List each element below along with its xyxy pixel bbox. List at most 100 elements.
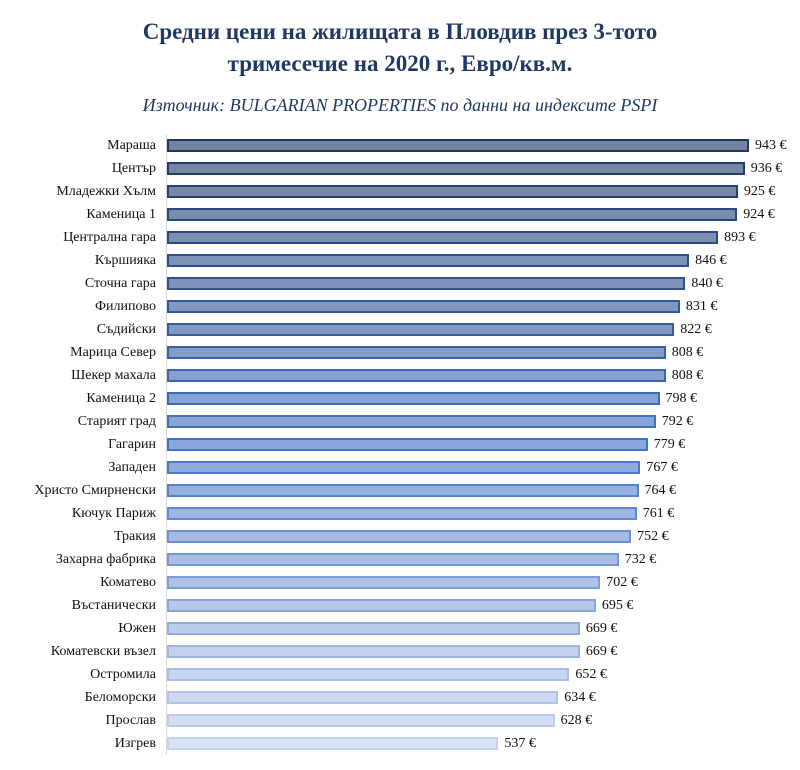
price-bar <box>167 714 555 728</box>
price-bar <box>167 599 596 613</box>
chart-row: Сточна гара 840 € <box>0 272 800 296</box>
value-label: 652 € <box>575 666 607 682</box>
bar-track: 846 € <box>166 249 800 273</box>
value-label: 702 € <box>606 574 638 590</box>
bar-track: 732 € <box>166 548 800 572</box>
title-line-2: тримесечие на 2020 г., Евро/кв.м. <box>227 50 573 76</box>
bar-track: 808 € <box>166 364 800 388</box>
value-label: 695 € <box>601 597 634 613</box>
category-label: Марица Север <box>70 344 156 360</box>
chart-row: Беломорски 634 € <box>0 686 800 710</box>
value-label: 669 € <box>585 620 618 636</box>
bar-track: 831 € <box>166 295 800 319</box>
bar-track: 752 € <box>166 525 800 549</box>
bar-track: 652 € <box>166 663 800 687</box>
category-label: Коматевски възел <box>50 643 156 659</box>
value-label: 808 € <box>671 344 704 360</box>
value-label: 943 € <box>755 137 787 153</box>
price-bar <box>167 461 641 475</box>
bar-track: 936 € <box>166 157 800 181</box>
bar-track: 628 € <box>166 709 800 733</box>
price-bar <box>167 530 632 544</box>
chart-row: Каменица 2 798 € <box>0 387 800 411</box>
bar-track: 669 € <box>166 640 800 664</box>
category-label: Мараша <box>107 137 156 153</box>
price-bar <box>167 254 690 268</box>
price-bar <box>167 231 719 245</box>
price-bar <box>167 737 499 751</box>
category-label: Гагарин <box>108 436 156 452</box>
value-label: 831 € <box>685 298 718 314</box>
category-label: Южен <box>118 620 156 636</box>
chart-row: Христо Смирненски 764 € <box>0 479 800 503</box>
category-label: Каменица 2 <box>86 390 156 406</box>
chart-row: Южен 669 € <box>0 617 800 641</box>
chart-row: Коматево 702 € <box>0 571 800 595</box>
chart-row: Централна гара 893 € <box>0 226 800 250</box>
chart-row: Прослав 628 € <box>0 709 800 733</box>
chart-row: Кючук Париж 761 € <box>0 502 800 526</box>
bar-track: 779 € <box>166 433 800 457</box>
chart-row: Западен 767 € <box>0 456 800 480</box>
price-bar <box>167 576 601 590</box>
bar-track: 808 € <box>166 341 800 365</box>
value-label: 764 € <box>644 482 677 498</box>
chart-row: Въстанически 695 € <box>0 594 800 618</box>
price-bar <box>167 645 580 659</box>
category-label: Захарна фабрика <box>55 551 156 567</box>
category-label: Център <box>111 160 156 176</box>
chart-row: Мараша 943 € <box>0 134 800 158</box>
price-bar <box>167 139 749 153</box>
bar-track: 893 € <box>166 226 800 250</box>
price-bar <box>167 277 686 291</box>
bar-track: 925 € <box>166 180 800 204</box>
bar-track: 924 € <box>166 203 800 227</box>
value-label: 752 € <box>637 528 669 544</box>
price-bar <box>167 415 656 429</box>
value-label: 924 € <box>743 206 775 222</box>
category-label: Изгрев <box>114 735 156 751</box>
value-label: 846 € <box>695 252 727 268</box>
value-label: 925 € <box>743 183 776 199</box>
chart-row: Кършияка 846 € <box>0 249 800 273</box>
price-bar <box>167 162 745 176</box>
bar-track: 764 € <box>166 479 800 503</box>
value-label: 732 € <box>624 551 657 567</box>
value-label: 669 € <box>585 643 618 659</box>
category-label: Съдийски <box>96 321 156 337</box>
category-label: Кършияка <box>94 252 156 268</box>
price-bar <box>167 185 738 199</box>
category-label: Старият град <box>77 413 156 429</box>
value-label: 628 € <box>560 712 593 728</box>
chart-row: Старият град 792 € <box>0 410 800 434</box>
bar-track: 669 € <box>166 617 800 641</box>
price-bar <box>167 691 559 705</box>
price-bar <box>167 323 675 337</box>
bar-track: 634 € <box>166 686 800 710</box>
chart-row: Филипово 831 € <box>0 295 800 319</box>
chart-row: Остромила 652 € <box>0 663 800 687</box>
price-bar <box>167 553 619 567</box>
price-bar <box>167 392 660 406</box>
chart-row: Център 936 € <box>0 157 800 181</box>
bar-track: 761 € <box>166 502 800 526</box>
category-label: Каменица 1 <box>86 206 156 222</box>
chart-row: Тракия 752 € <box>0 525 800 549</box>
price-bar <box>167 300 680 314</box>
title-line-1: Средни цени на жилищата в Пловдив през 3… <box>142 19 658 44</box>
price-bar <box>167 369 666 383</box>
price-bar <box>167 438 648 452</box>
bar-track: 702 € <box>166 571 800 595</box>
value-label: 893 € <box>724 229 756 245</box>
value-label: 537 € <box>504 735 536 751</box>
bar-track: 840 € <box>166 272 800 296</box>
value-label: 822 € <box>680 321 712 337</box>
price-bar <box>167 507 637 521</box>
category-label: Въстанически <box>71 597 156 613</box>
chart-row: Младежки Хълм 925 € <box>0 180 800 204</box>
price-bar <box>167 668 570 682</box>
chart-row: Захарна фабрика 732 € <box>0 548 800 572</box>
bar-track: 798 € <box>166 387 800 411</box>
chart-row: Изгрев 537 € <box>0 732 800 756</box>
